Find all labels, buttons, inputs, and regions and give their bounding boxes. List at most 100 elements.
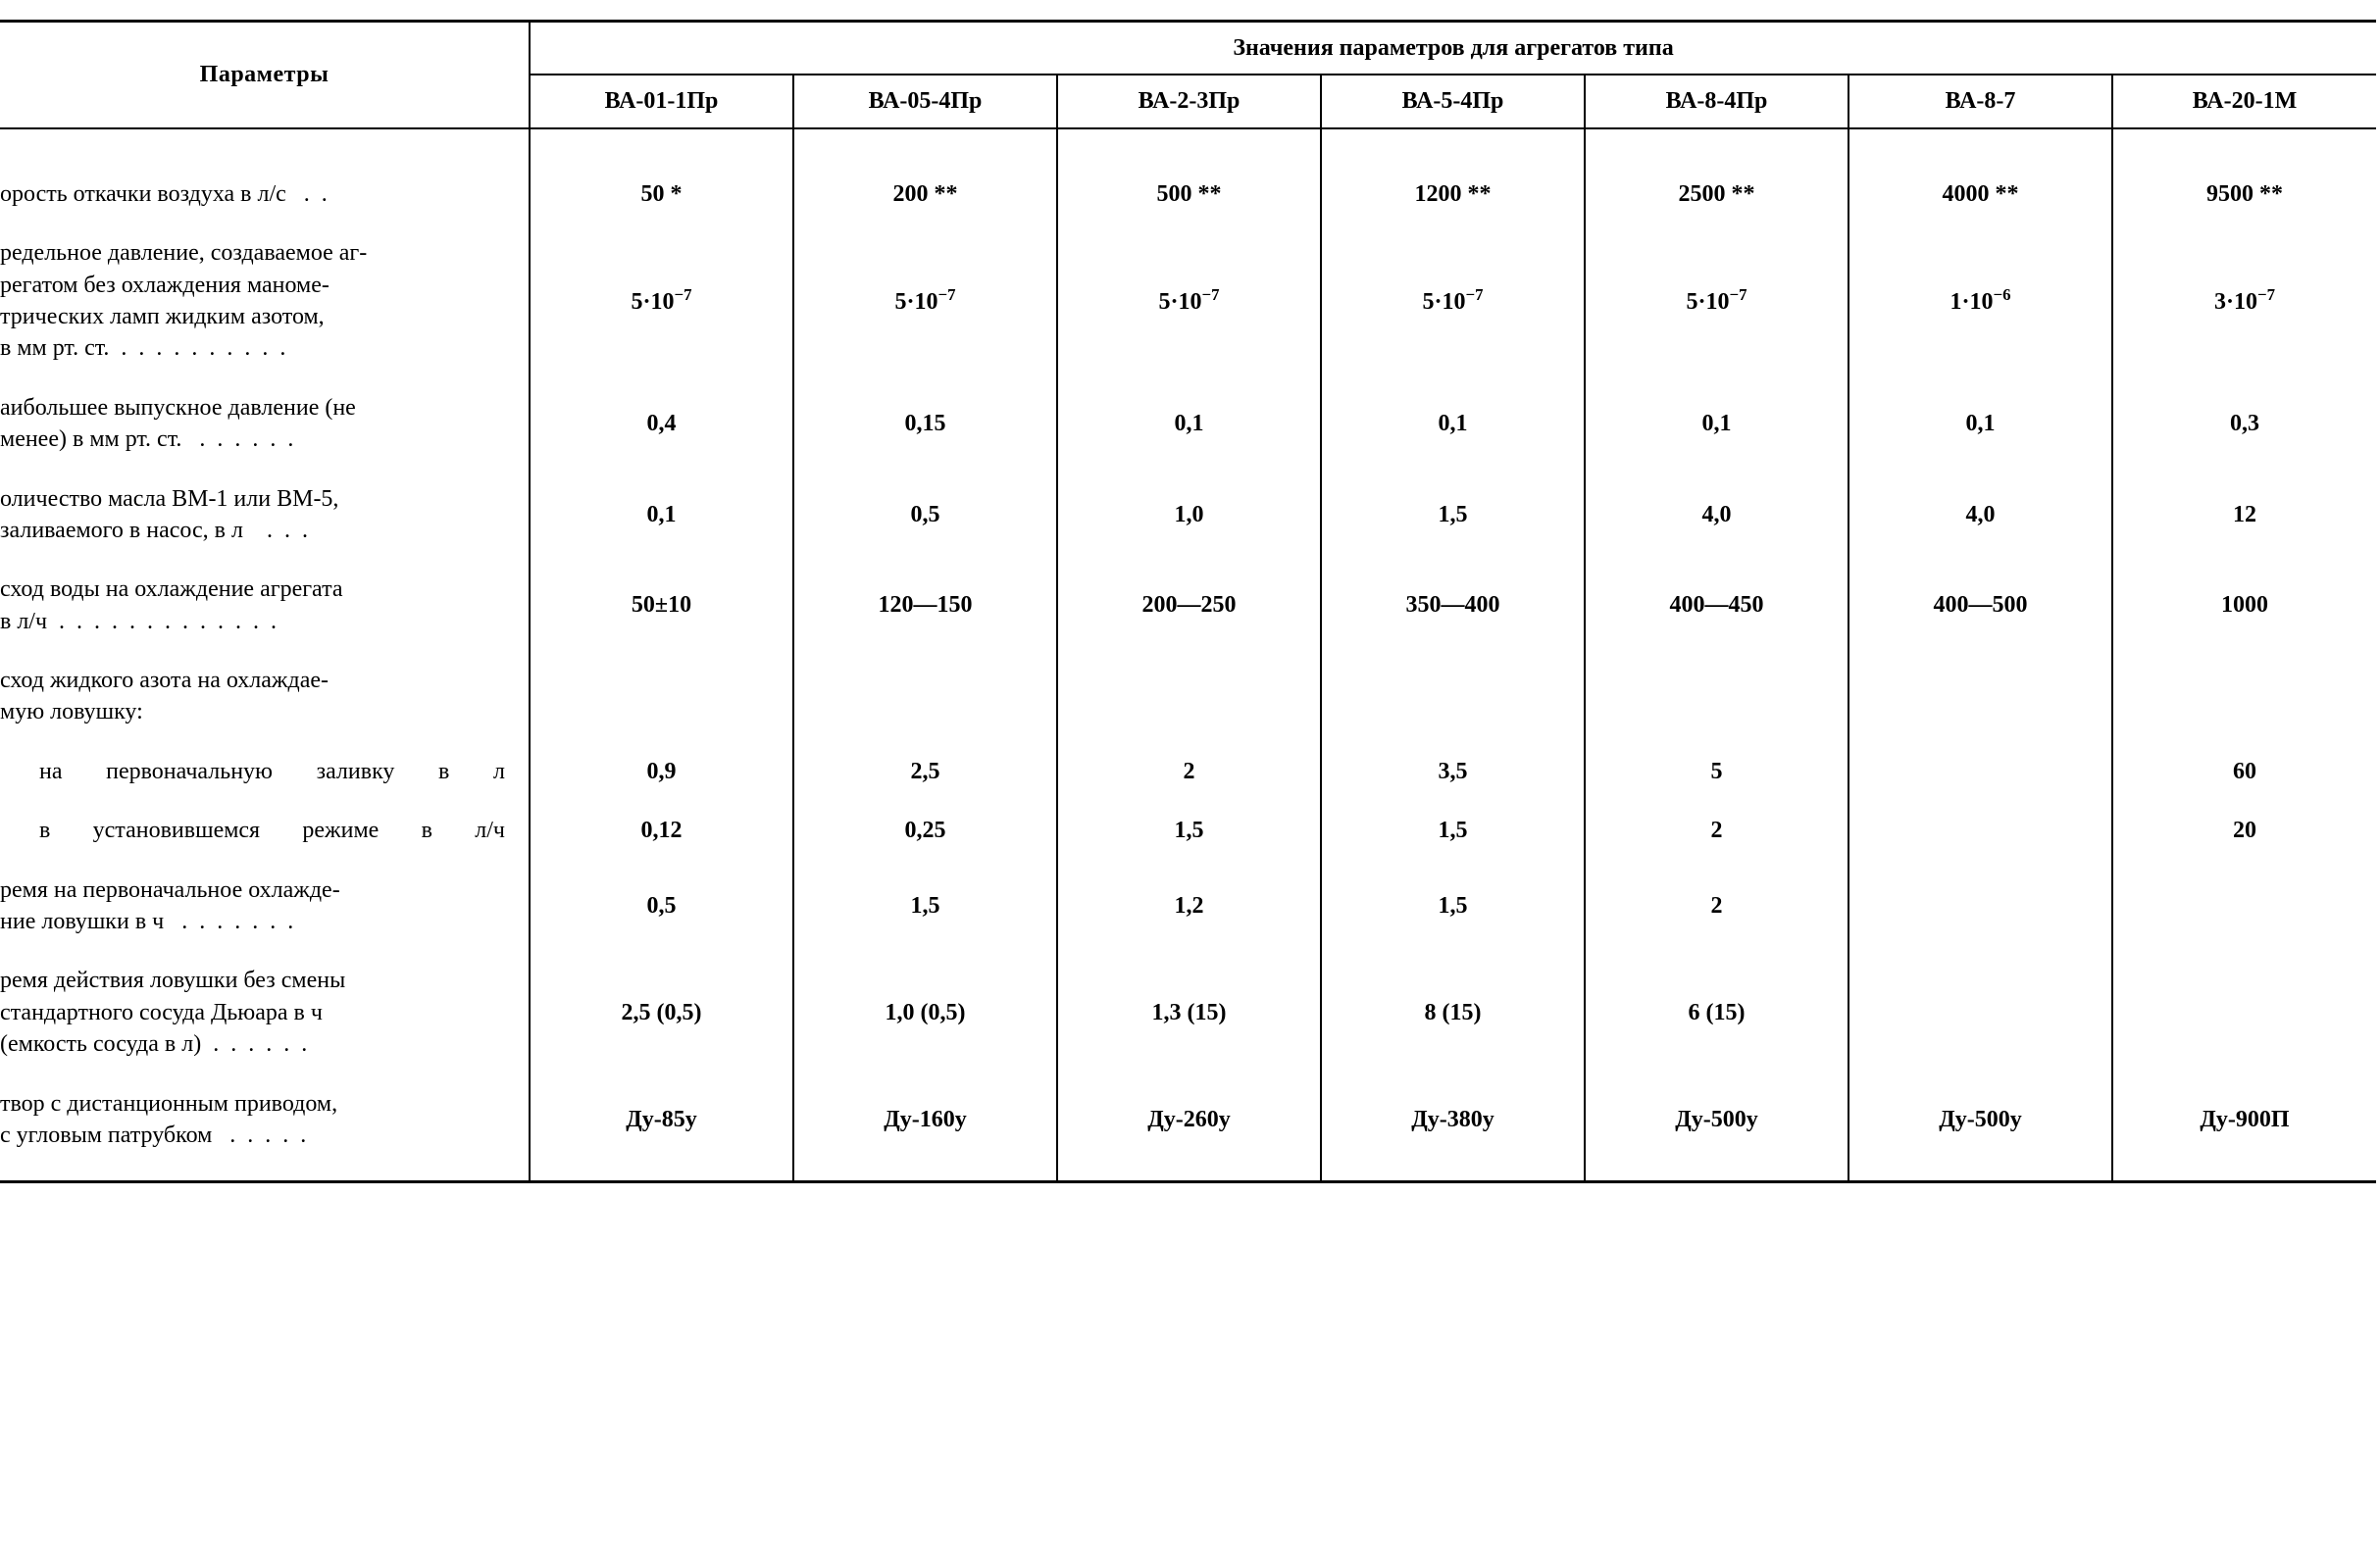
- data-cell: [1848, 951, 2112, 1073]
- data-cell: 1000: [2112, 560, 2376, 651]
- data-cell: 1,5: [1057, 801, 1321, 860]
- data-cell: Ду-160у: [793, 1074, 1057, 1182]
- table-row: оличество масла ВМ-1 или ВМ-5,заливаемог…: [0, 470, 2376, 561]
- data-cell: 350—400: [1321, 560, 1585, 651]
- data-cell: 0,1: [530, 470, 793, 561]
- data-cell: 200—250: [1057, 560, 1321, 651]
- data-cell: 50±10: [530, 560, 793, 651]
- table-row: сход воды на охлаждение агрегатав л/ч . …: [0, 560, 2376, 651]
- table-row: ремя на первоначальное охлажде-ние ловуш…: [0, 861, 2376, 952]
- data-cell: 2500 **: [1585, 128, 1848, 224]
- col-header: ВА-5-4Пр: [1321, 75, 1585, 127]
- data-cell: 5·10−7: [530, 224, 793, 378]
- param-label: сход жидкого азота на охлаждае-мую ловуш…: [0, 651, 530, 742]
- data-cell: 9500 **: [2112, 128, 2376, 224]
- data-cell: 5·10−7: [1057, 224, 1321, 378]
- table-row: ремя действия ловушки без сменыстандартн…: [0, 951, 2376, 1073]
- param-label: в установившемся режиме в л/ч: [0, 801, 530, 860]
- data-cell: 1,0: [1057, 470, 1321, 561]
- param-label: ремя на первоначальное охлажде-ние ловуш…: [0, 861, 530, 952]
- data-cell: 8 (15): [1321, 951, 1585, 1073]
- param-label: твор с дистанционным приводом,с угловым …: [0, 1074, 530, 1182]
- data-cell: 5: [1585, 742, 1848, 801]
- data-cell: 0,1: [1057, 378, 1321, 470]
- data-cell: 6 (15): [1585, 951, 1848, 1073]
- param-label: ремя действия ловушки без сменыстандартн…: [0, 951, 530, 1073]
- data-cell: 0,1: [1321, 378, 1585, 470]
- table-row: в установившемся режиме в л/ч0,120,251,5…: [0, 801, 2376, 860]
- data-cell: Ду-260у: [1057, 1074, 1321, 1182]
- data-cell: 0,9: [530, 742, 793, 801]
- table-head: Параметры Значения параметров для агрега…: [0, 22, 2376, 128]
- data-cell: Ду-900П: [2112, 1074, 2376, 1182]
- data-cell: 0,5: [793, 470, 1057, 561]
- param-label: орость откачки воздуха в л/с . .: [0, 128, 530, 224]
- super-header: Значения параметров для агрегатов типа: [530, 22, 2376, 75]
- table-row: редельное давление, создаваемое аг-регат…: [0, 224, 2376, 378]
- data-cell: 2,5: [793, 742, 1057, 801]
- param-label-text: твор с дистанционным приводом,с угловым …: [0, 1091, 337, 1148]
- param-label-text: в установившемся режиме в л/ч: [0, 815, 505, 846]
- data-cell: 1,5: [1321, 470, 1585, 561]
- param-label-text: сход воды на охлаждение агрегатав л/ч . …: [0, 576, 343, 633]
- data-cell: 0,12: [530, 801, 793, 860]
- parameters-table: Параметры Значения параметров для агрега…: [0, 20, 2376, 1183]
- data-cell: [1057, 651, 1321, 742]
- data-cell: 0,15: [793, 378, 1057, 470]
- col-header: ВА-8-7: [1848, 75, 2112, 127]
- data-cell: 400—500: [1848, 560, 2112, 651]
- param-label: на первоначальную заливку в л: [0, 742, 530, 801]
- data-cell: 500 **: [1057, 128, 1321, 224]
- param-label-text: редельное давление, создаваемое аг-регат…: [0, 240, 367, 361]
- data-cell: Ду-380у: [1321, 1074, 1585, 1182]
- col-header: ВА-20-1М: [2112, 75, 2376, 127]
- data-cell: [1848, 861, 2112, 952]
- data-cell: 400—450: [1585, 560, 1848, 651]
- param-label-text: ремя на первоначальное охлажде-ние ловуш…: [0, 877, 340, 934]
- data-cell: 5·10−7: [1321, 224, 1585, 378]
- data-cell: 5·10−7: [793, 224, 1057, 378]
- data-cell: 2: [1057, 742, 1321, 801]
- data-cell: 2,5 (0,5): [530, 951, 793, 1073]
- data-cell: 2: [1585, 861, 1848, 952]
- data-cell: Ду-500у: [1585, 1074, 1848, 1182]
- param-label-text: ремя действия ловушки без сменыстандартн…: [0, 968, 345, 1057]
- data-cell: 0,4: [530, 378, 793, 470]
- data-cell: 0,1: [1848, 378, 2112, 470]
- data-cell: 120—150: [793, 560, 1057, 651]
- data-cell: 1·10−6: [1848, 224, 2112, 378]
- data-cell: 1,5: [1321, 801, 1585, 860]
- data-cell: [1848, 742, 2112, 801]
- data-cell: [530, 651, 793, 742]
- param-label-text: орость откачки воздуха в л/с . .: [0, 181, 328, 207]
- data-cell: 0,1: [1585, 378, 1848, 470]
- data-cell: Ду-500у: [1848, 1074, 2112, 1182]
- data-cell: 1,2: [1057, 861, 1321, 952]
- data-cell: [1848, 801, 2112, 860]
- data-cell: [1321, 651, 1585, 742]
- table-row: на первоначальную заливку в л 0,92,523,55…: [0, 742, 2376, 801]
- data-cell: 60: [2112, 742, 2376, 801]
- param-label-text: сход жидкого азота на охлаждае-мую ловуш…: [0, 668, 329, 724]
- data-cell: 3,5: [1321, 742, 1585, 801]
- data-cell: Ду-85у: [530, 1074, 793, 1182]
- table-row: твор с дистанционным приводом,с угловым …: [0, 1074, 2376, 1182]
- param-header: Параметры: [0, 22, 530, 128]
- data-cell: 4,0: [1585, 470, 1848, 561]
- col-header: ВА-8-4Пр: [1585, 75, 1848, 127]
- param-label-text: на первоначальную заливку в л: [0, 756, 505, 787]
- data-cell: 5·10−7: [1585, 224, 1848, 378]
- param-label: оличество масла ВМ-1 или ВМ-5,заливаемог…: [0, 470, 530, 561]
- data-cell: 1,0 (0,5): [793, 951, 1057, 1073]
- data-cell: [2112, 861, 2376, 952]
- data-cell: 1,5: [1321, 861, 1585, 952]
- param-label: редельное давление, создаваемое аг-регат…: [0, 224, 530, 378]
- col-header: ВА-01-1Пр: [530, 75, 793, 127]
- data-cell: 50 *: [530, 128, 793, 224]
- data-cell: 4000 **: [1848, 128, 2112, 224]
- table-row: орость откачки воздуха в л/с . .50 *200 …: [0, 128, 2376, 224]
- table-body: орость откачки воздуха в л/с . .50 *200 …: [0, 128, 2376, 1182]
- data-cell: 12: [2112, 470, 2376, 561]
- data-cell: [2112, 651, 2376, 742]
- data-cell: 2: [1585, 801, 1848, 860]
